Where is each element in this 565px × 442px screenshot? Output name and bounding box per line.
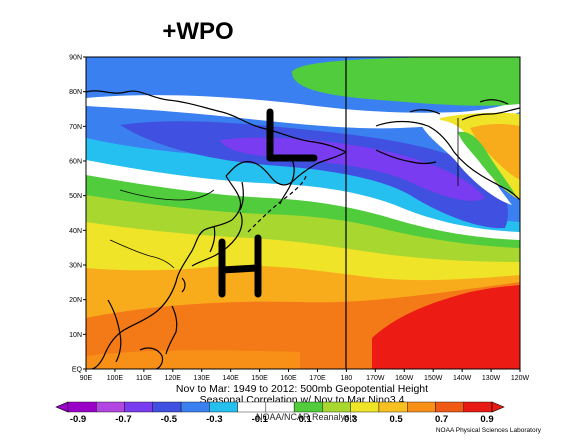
contour-alaska-orange: [470, 124, 520, 180]
lon-label: 130W: [482, 375, 501, 382]
contour-red: [372, 285, 520, 369]
contour-violet: [220, 137, 485, 201]
colorbar-tick-label: -0.5: [161, 414, 178, 425]
caption-line1: Nov to Mar: 1949 to 2012: 500mb Geopoten…: [176, 383, 428, 395]
coast-borneo: [139, 347, 164, 369]
caption-overlap: NOAA/NCAR Reanalysis: [256, 412, 357, 422]
coast-alaska: [375, 120, 520, 201]
lat-label: 50N: [69, 193, 82, 200]
colorbar-tick-label: 0.3: [344, 414, 357, 425]
coast-canada-west: [461, 107, 520, 121]
map-frame: [85, 56, 521, 370]
lat-label: 60N: [69, 159, 82, 166]
lat-label: 10N: [69, 332, 82, 339]
lon-label: 170E: [309, 375, 326, 382]
map-panel: [86, 57, 520, 369]
boundaries: [109, 118, 459, 269]
colorbar-tick-label: -0.3: [206, 414, 222, 425]
colorbar-segment: [435, 401, 464, 413]
lat-label: 80N: [69, 89, 82, 96]
coast-korea: [209, 225, 216, 253]
coast-kamchatka: [279, 159, 295, 205]
colorbar-segment: [180, 401, 210, 413]
colorbar-segment: [209, 401, 238, 413]
coast-china: [91, 219, 233, 369]
coast-aleutians: [375, 149, 437, 165]
boundary-china-north: [119, 189, 215, 201]
coastlines: [86, 90, 520, 369]
lon-label: 90E: [80, 375, 93, 382]
lon-label: 140E: [222, 375, 239, 382]
colorbar-tick-label: 0.9: [480, 414, 493, 425]
lon-label: 110E: [136, 375, 152, 382]
lat-label: 30N: [69, 263, 82, 270]
coast-japan: [191, 211, 243, 267]
coast-sakhalin: [239, 181, 244, 211]
lon-label: 170W: [366, 375, 385, 382]
coast-taiwan: [181, 277, 186, 293]
colorbar-segment: [124, 401, 153, 413]
high-letter-bar: [218, 264, 262, 274]
colorbar-segment: [152, 401, 182, 413]
high-letter: [218, 234, 262, 298]
colorbar-segment: [237, 401, 267, 413]
coast-okhotsk: [225, 175, 242, 221]
colorbar: [55, 401, 505, 413]
contour-blue: [120, 121, 508, 229]
colorbar-tick-label: 0.1: [299, 414, 313, 425]
coast-indochina: [107, 299, 122, 363]
colorbar-segment: [407, 401, 436, 413]
longitude-axis: 90E 100E 110E 120E 130E 140E 150E 160E 170E 180 17…: [80, 369, 530, 382]
lon-label: 120W: [511, 375, 530, 382]
colorbar-arrow-left: [55, 401, 69, 413]
contour-alaska-white: [420, 119, 512, 205]
colorbar-arrow-right: [491, 401, 505, 413]
lat-label: 20N: [69, 297, 82, 304]
low-letter: [266, 108, 318, 162]
coast-arctic-islands: [409, 99, 509, 115]
lat-label: 40N: [69, 228, 82, 235]
colorbar-segment: [378, 401, 408, 413]
colorbar-tick-label: -0.9: [70, 414, 86, 425]
lon-label: 100E: [107, 375, 124, 382]
colorbar-tick-label: -0.1: [252, 414, 269, 425]
contour-white-north: [86, 95, 520, 129]
colorbar-tick-label: 0.5: [390, 414, 404, 425]
colorbar-labels: -0.9 -0.7 -0.5 -0.3 -0.1 0.1 0.3 0.5 0.7 0.9: [70, 414, 494, 425]
annotation-dashed-line: [247, 175, 307, 233]
headline: +WPO: [162, 18, 233, 45]
colorbar-segment: [67, 401, 97, 413]
colorbar-segment: [463, 401, 493, 413]
lat-label: 90N: [69, 55, 82, 62]
lat-label: EQ: [72, 367, 83, 374]
lon-label: 120E: [165, 375, 182, 382]
colorbar-segment: [293, 401, 323, 413]
latitude-axis: 90N 80N 70N 60N 50N 40N 30N 20N 10N EQ: [69, 55, 86, 374]
lon-label: 150W: [424, 375, 443, 382]
colorbar-tick-label: -0.7: [115, 414, 131, 425]
contour-arctic-green: [292, 57, 520, 106]
contour-orange-lower: [86, 350, 300, 369]
colorbar-tick-label: 0.7: [435, 414, 448, 425]
lon-label: 160W: [395, 375, 414, 382]
lon-label: 150E: [251, 375, 268, 382]
boundary-china-west: [109, 239, 175, 269]
credit: NOAA Physical Sciences Laboratory: [436, 427, 542, 434]
colorbar-segment: [350, 401, 380, 413]
lon-label: 180: [341, 375, 353, 382]
lon-label: 130E: [194, 375, 211, 382]
lat-label: 70N: [69, 124, 82, 131]
contour-alaska-green: [458, 131, 516, 196]
coast-east-siberia: [225, 151, 347, 186]
lon-label: 160E: [280, 375, 297, 382]
coast-siberia-arctic: [86, 90, 347, 153]
lon-label: 140W: [453, 375, 472, 382]
colorbar-segment: [322, 401, 351, 413]
colorbar-segment: [265, 401, 295, 413]
coast-philippines: [165, 305, 178, 355]
colorbar-segment: [96, 401, 125, 413]
